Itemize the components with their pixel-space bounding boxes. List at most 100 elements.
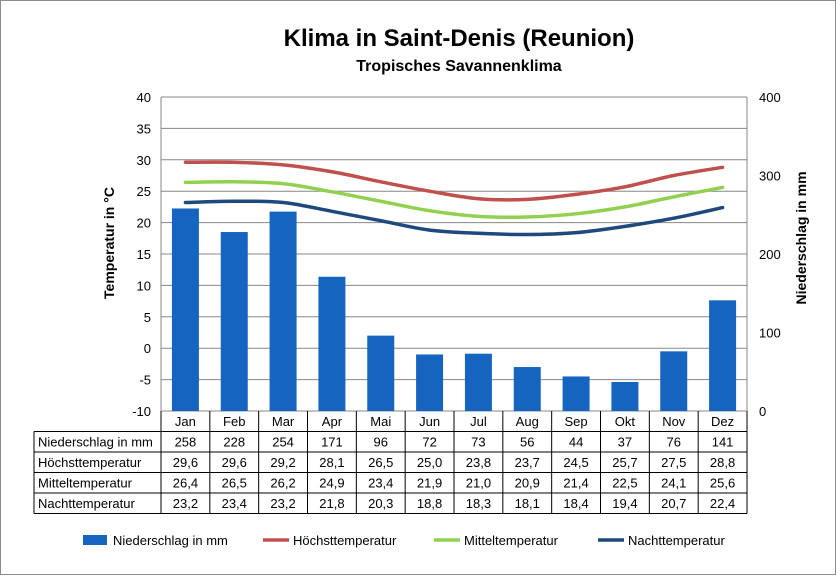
precipitation-bar — [709, 300, 737, 411]
y-tick-label: 40 — [137, 90, 151, 105]
table-cell: 23,7 — [515, 455, 540, 470]
y2-tick-label: 200 — [759, 247, 781, 262]
table-cell: 26,4 — [173, 476, 198, 491]
precipitation-bar — [416, 354, 444, 411]
y-tick-label: 35 — [137, 121, 151, 136]
y-tick-label: -5 — [139, 373, 151, 388]
x-tick-label: Mai — [370, 414, 391, 429]
y-tick-label: -10 — [132, 404, 151, 419]
y2-tick-label: 300 — [759, 169, 781, 184]
x-tick-label: Nov — [662, 414, 686, 429]
table-cell: 21,0 — [466, 476, 491, 491]
chart-subtitle: Tropisches Savannenklima — [356, 58, 562, 75]
precipitation-bar — [611, 381, 639, 411]
temperature-lines — [183, 160, 725, 237]
precipitation-bar — [513, 367, 541, 411]
table-cell: 24,9 — [319, 476, 344, 491]
x-tick-label: Jul — [470, 414, 487, 429]
table-cell: 23,4 — [368, 476, 393, 491]
legend-entry: Nachttemperatur — [628, 533, 725, 548]
table-cell: 228 — [223, 435, 245, 450]
gridlines — [161, 96, 747, 412]
legend: Niederschlag in mm Höchsttemperatur Mittel… — [83, 533, 725, 548]
y-tick-label: 30 — [137, 153, 151, 168]
y-tick-label: 25 — [137, 184, 151, 199]
table-row-label: Mitteltemperatur — [38, 476, 133, 491]
table-cell: 76 — [667, 435, 681, 450]
series-line-nachttemperatur — [183, 199, 725, 237]
table-cell: 20,9 — [515, 476, 540, 491]
table-cell: 23,2 — [270, 496, 295, 511]
y2-tick-label: 100 — [759, 326, 781, 341]
table-cell: 28,1 — [319, 455, 344, 470]
table-cell: 21,4 — [563, 476, 588, 491]
table-cell: 18,4 — [563, 496, 588, 511]
y-tick-label: 10 — [137, 278, 151, 293]
table-cell: 171 — [321, 435, 343, 450]
x-tick-label: Feb — [223, 414, 245, 429]
table-cell: 18,8 — [417, 496, 442, 511]
table-cell: 27,5 — [661, 455, 686, 470]
x-tick-label: Jun — [419, 414, 440, 429]
table-cell: 23,4 — [222, 496, 247, 511]
legend-entry: Mitteltemperatur — [464, 533, 559, 548]
y-axis-label: Temperatur in °C — [101, 187, 117, 299]
axes: 40 35 30 25 20 15 10 5 0 -5 -10 400 300 200 100 0 — [132, 90, 781, 419]
x-tick-label: Mar — [272, 414, 295, 429]
table-cell: 24,1 — [661, 476, 686, 491]
x-tick-label: Okt — [615, 414, 636, 429]
table-cell: 29,6 — [173, 455, 198, 470]
y-tick-label: 0 — [144, 341, 151, 356]
table-cell: 23,2 — [173, 496, 198, 511]
table-cell: 72 — [422, 435, 436, 450]
table-cell: 19,4 — [612, 496, 637, 511]
series-line-mitteltemperatur — [183, 179, 725, 219]
precipitation-bar — [171, 208, 199, 411]
table-cell: 258 — [175, 435, 197, 450]
table-cell: 20,7 — [661, 496, 686, 511]
precipitation-bar — [367, 335, 395, 411]
data-table: Jan Feb Mar Apr Mai Jun Jul Aug Sep Okt Nov Dez Nied… — [33, 411, 748, 514]
precipitation-bar — [660, 351, 688, 411]
table-cell: 29,2 — [270, 455, 295, 470]
precipitation-bar — [464, 353, 492, 411]
table-cell: 29,6 — [222, 455, 247, 470]
table-cell: 28,8 — [710, 455, 735, 470]
y2-tick-label: 400 — [759, 90, 781, 105]
table-cell: 22,5 — [612, 476, 637, 491]
table-cell: 18,1 — [515, 496, 540, 511]
table-row-label: Nachttemperatur — [38, 496, 135, 511]
table-cell: 73 — [471, 435, 485, 450]
x-tick-label: Apr — [322, 414, 343, 429]
table-cell: 37 — [618, 435, 632, 450]
x-tick-label: Aug — [516, 414, 539, 429]
table-cell: 25,0 — [417, 455, 442, 470]
y2-axis-label: Niederschlag in mm — [793, 171, 809, 304]
legend-swatch — [83, 535, 107, 545]
table-row-label: Niederschlag in mm — [38, 435, 153, 450]
table-cell: 21,9 — [417, 476, 442, 491]
table-cell: 20,3 — [368, 496, 393, 511]
table-cell: 26,5 — [368, 455, 393, 470]
table-cell: 141 — [712, 435, 734, 450]
table-cell: 25,7 — [612, 455, 637, 470]
precipitation-bar — [220, 232, 248, 411]
precipitation-bar — [269, 211, 297, 411]
table-cell: 26,2 — [270, 476, 295, 491]
table-cell: 21,8 — [319, 496, 344, 511]
legend-entry: Niederschlag in mm — [113, 533, 228, 548]
table-cell: 22,4 — [710, 496, 735, 511]
table-cell: 26,5 — [222, 476, 247, 491]
x-tick-label: Jan — [175, 414, 196, 429]
y-tick-label: 20 — [137, 216, 151, 231]
table-row-label: Höchsttemperatur — [38, 455, 142, 470]
y2-tick-label: 0 — [759, 404, 766, 419]
y-tick-label: 15 — [137, 247, 151, 262]
table-cell: 44 — [569, 435, 583, 450]
precipitation-bars — [171, 208, 737, 411]
table-cell: 25,6 — [710, 476, 735, 491]
legend-entry: Höchsttemperatur — [293, 533, 397, 548]
x-tick-label: Dez — [711, 414, 734, 429]
